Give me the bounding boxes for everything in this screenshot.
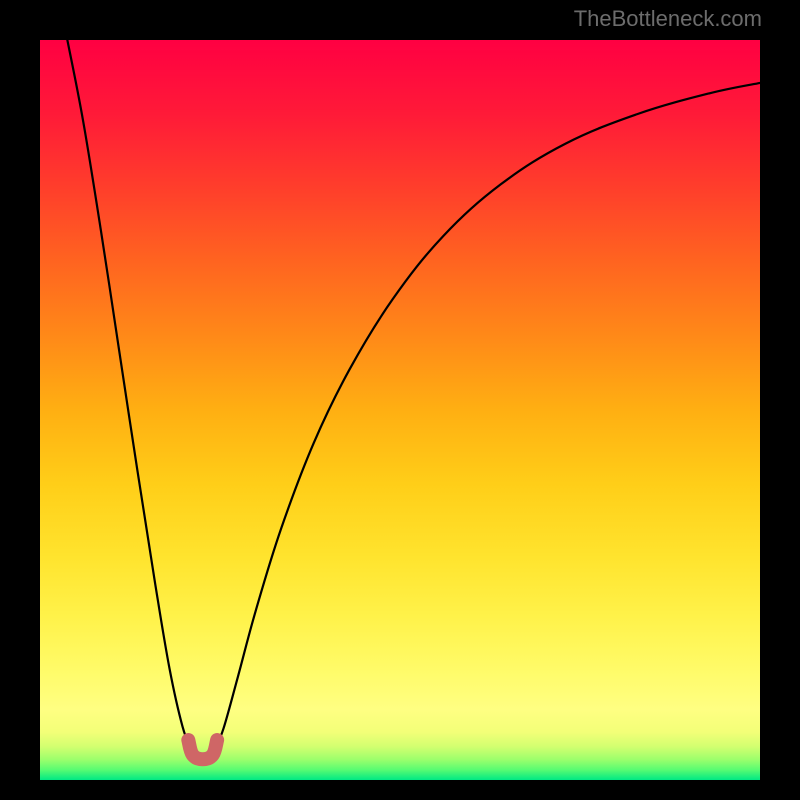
chart-canvas: TheBottleneck.com [0, 0, 800, 800]
chart-root: TheBottleneck.com [0, 0, 800, 800]
watermark-text: TheBottleneck.com [574, 6, 762, 31]
plot-gradient-background [40, 40, 760, 780]
